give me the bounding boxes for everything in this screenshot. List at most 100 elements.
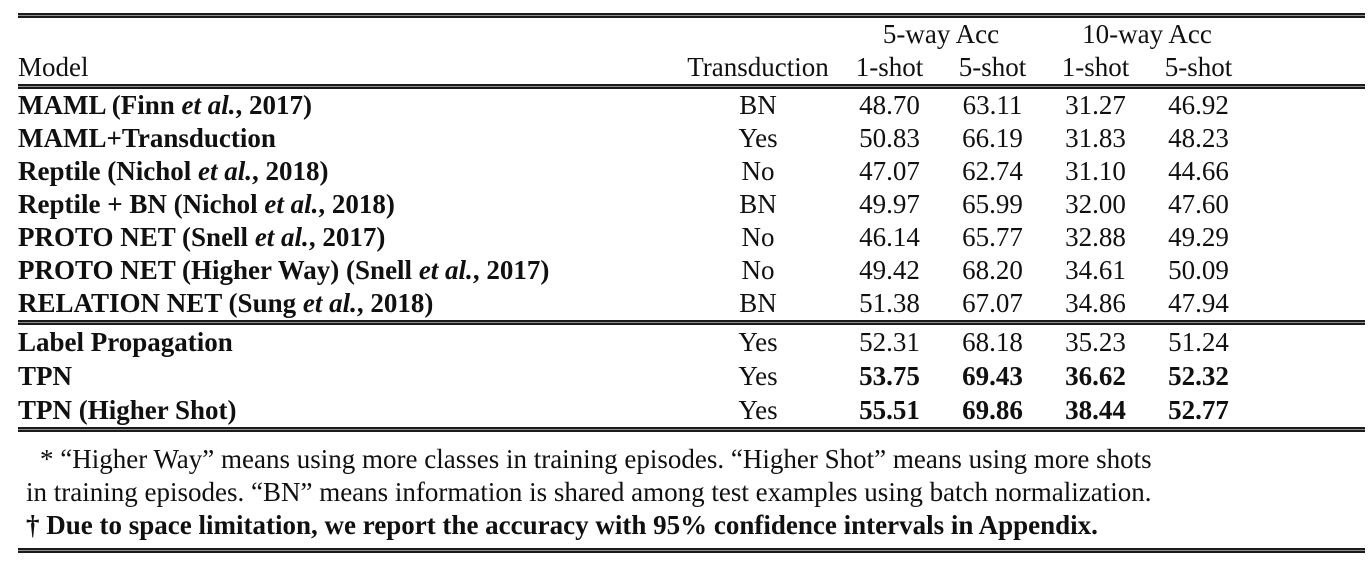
empty-cell bbox=[1250, 188, 1365, 221]
acc-5way-1shot: 49.97 bbox=[859, 189, 920, 219]
model-name: MAML (Finn et al., 2017) bbox=[18, 90, 313, 120]
acc-10way-5shot: 44.66 bbox=[1168, 156, 1229, 186]
acc-10way-1shot: 35.23 bbox=[1065, 327, 1126, 357]
acc-10way-5shot: 47.60 bbox=[1168, 189, 1229, 219]
model-name: Reptile + BN (Nichol et al., 2018) bbox=[18, 189, 395, 219]
table-row: MAML (Finn et al., 2017) BN 48.70 63.11 … bbox=[18, 89, 1365, 122]
results-table-baselines: MAML (Finn et al., 2017) BN 48.70 63.11 … bbox=[18, 89, 1365, 320]
model-cell: Reptile + BN (Nichol et al., 2018) bbox=[18, 188, 678, 221]
table-row: Label Propagation Yes 52.31 68.18 35.23 … bbox=[18, 325, 1365, 359]
acc-5way-1shot: 48.70 bbox=[859, 90, 920, 120]
footnote-line: † Due to space limitation, we report the… bbox=[26, 510, 1098, 540]
acc-5way-1shot: 47.07 bbox=[859, 156, 920, 186]
table-row: TPN (Higher Shot) Yes 55.51 69.86 38.44 … bbox=[18, 393, 1365, 427]
empty-cell bbox=[1250, 49, 1365, 84]
table-row: TPN Yes 53.75 69.43 36.62 52.32 bbox=[18, 359, 1365, 393]
acc-5way-5shot: 63.11 bbox=[962, 90, 1023, 120]
empty-cell bbox=[1250, 89, 1365, 122]
transduction-cell: Yes bbox=[738, 327, 778, 357]
results-table-proposed: Label Propagation Yes 52.31 68.18 35.23 … bbox=[18, 325, 1365, 427]
empty-cell bbox=[1250, 221, 1365, 254]
model-name: PROTO NET (Snell et al., 2017) bbox=[18, 222, 386, 252]
acc-10way-5shot: 51.24 bbox=[1168, 327, 1229, 357]
acc-5way-1shot: 46.14 bbox=[859, 222, 920, 252]
acc-10way-5shot: 49.29 bbox=[1168, 222, 1229, 252]
acc-10way-1shot: 31.27 bbox=[1065, 90, 1126, 120]
empty-cell bbox=[1250, 393, 1365, 427]
model-name: MAML+Transduction bbox=[18, 123, 276, 153]
table-row: MAML+Transduction Yes 50.83 66.19 31.83 … bbox=[18, 122, 1365, 155]
model-cell: PROTO NET (Higher Way) (Snell et al., 20… bbox=[18, 254, 678, 287]
table-row: RELATION NET (Sung et al., 2018) BN 51.3… bbox=[18, 287, 1365, 320]
col-header-transduction: Transduction bbox=[687, 52, 829, 82]
model-cell: Label Propagation bbox=[18, 325, 678, 359]
acc-10way-5shot: 48.23 bbox=[1168, 123, 1229, 153]
acc-10way-5shot: 47.94 bbox=[1168, 288, 1229, 318]
acc-10way-1shot: 34.61 bbox=[1065, 255, 1126, 285]
col-header-10way-5shot: 5-shot bbox=[1164, 52, 1233, 82]
group-header-10way: 10-way Acc bbox=[1082, 19, 1212, 49]
acc-5way-1shot: 55.51 bbox=[859, 395, 920, 425]
results-table-header: 5-way Acc 10-way Acc Model Transduction … bbox=[18, 18, 1365, 84]
footnote-line: * “Higher Way” means using more classes … bbox=[40, 444, 1152, 474]
acc-5way-1shot: 49.42 bbox=[859, 255, 920, 285]
table-row: PROTO NET (Higher Way) (Snell et al., 20… bbox=[18, 254, 1365, 287]
acc-5way-5shot: 66.19 bbox=[962, 123, 1023, 153]
empty-cell bbox=[1250, 122, 1365, 155]
transduction-cell: Yes bbox=[738, 361, 778, 391]
transduction-cell: No bbox=[741, 156, 775, 186]
acc-10way-1shot: 36.62 bbox=[1065, 361, 1126, 391]
acc-5way-5shot: 67.07 bbox=[962, 288, 1023, 318]
model-cell: MAML (Finn et al., 2017) bbox=[18, 89, 678, 122]
group-header-row: 5-way Acc 10-way Acc bbox=[18, 18, 1365, 49]
col-header-5way-1shot: 1-shot bbox=[855, 52, 924, 82]
empty-cell bbox=[1250, 325, 1365, 359]
model-name: Reptile (Nichol et al., 2018) bbox=[18, 156, 329, 186]
acc-5way-1shot: 51.38 bbox=[859, 288, 920, 318]
col-header-5way-5shot: 5-shot bbox=[958, 52, 1027, 82]
acc-10way-5shot: 52.77 bbox=[1168, 395, 1229, 425]
acc-5way-5shot: 65.99 bbox=[962, 189, 1023, 219]
model-name: Label Propagation bbox=[18, 327, 233, 357]
model-cell: MAML+Transduction bbox=[18, 122, 678, 155]
acc-5way-5shot: 68.18 bbox=[962, 327, 1023, 357]
col-header-model: Model bbox=[18, 52, 89, 82]
empty-cell bbox=[1250, 359, 1365, 393]
acc-5way-5shot: 62.74 bbox=[962, 156, 1023, 186]
acc-10way-1shot: 31.83 bbox=[1065, 123, 1126, 153]
empty-cell bbox=[1250, 287, 1365, 320]
transduction-cell: BN bbox=[739, 90, 777, 120]
empty-cell bbox=[1250, 254, 1365, 287]
acc-10way-1shot: 31.10 bbox=[1065, 156, 1126, 186]
acc-5way-5shot: 68.20 bbox=[962, 255, 1023, 285]
acc-5way-1shot: 50.83 bbox=[859, 123, 920, 153]
acc-5way-1shot: 52.31 bbox=[859, 327, 920, 357]
acc-10way-1shot: 32.00 bbox=[1065, 189, 1126, 219]
footnote-line: in training episodes. “BN” means informa… bbox=[26, 477, 1152, 507]
table-bottom-rule bbox=[18, 427, 1365, 432]
model-name: RELATION NET (Sung et al., 2018) bbox=[18, 288, 434, 318]
table-row: Reptile (Nichol et al., 2018) No 47.07 6… bbox=[18, 155, 1365, 188]
model-name: TPN bbox=[18, 361, 72, 391]
model-cell: TPN bbox=[18, 359, 678, 393]
acc-5way-5shot: 69.86 bbox=[962, 395, 1023, 425]
transduction-cell: Yes bbox=[738, 395, 778, 425]
acc-10way-5shot: 46.92 bbox=[1168, 90, 1229, 120]
col-header-10way-1shot: 1-shot bbox=[1061, 52, 1130, 82]
section-divider-rule bbox=[18, 320, 1365, 325]
model-name: TPN (Higher Shot) bbox=[18, 395, 237, 425]
table-wrapper: 5-way Acc 10-way Acc Model Transduction … bbox=[18, 13, 1365, 553]
table-row: PROTO NET (Snell et al., 2017) No 46.14 … bbox=[18, 221, 1365, 254]
acc-10way-5shot: 50.09 bbox=[1168, 255, 1229, 285]
transduction-cell: No bbox=[741, 222, 775, 252]
empty-cell bbox=[678, 18, 838, 49]
acc-5way-5shot: 69.43 bbox=[962, 361, 1023, 391]
acc-10way-1shot: 34.86 bbox=[1065, 288, 1126, 318]
acc-10way-1shot: 32.88 bbox=[1065, 222, 1126, 252]
model-cell: RELATION NET (Sung et al., 2018) bbox=[18, 287, 678, 320]
model-cell: PROTO NET (Snell et al., 2017) bbox=[18, 221, 678, 254]
transduction-cell: BN bbox=[739, 189, 777, 219]
transduction-cell: Yes bbox=[738, 123, 778, 153]
group-header-5way: 5-way Acc bbox=[882, 19, 1000, 49]
